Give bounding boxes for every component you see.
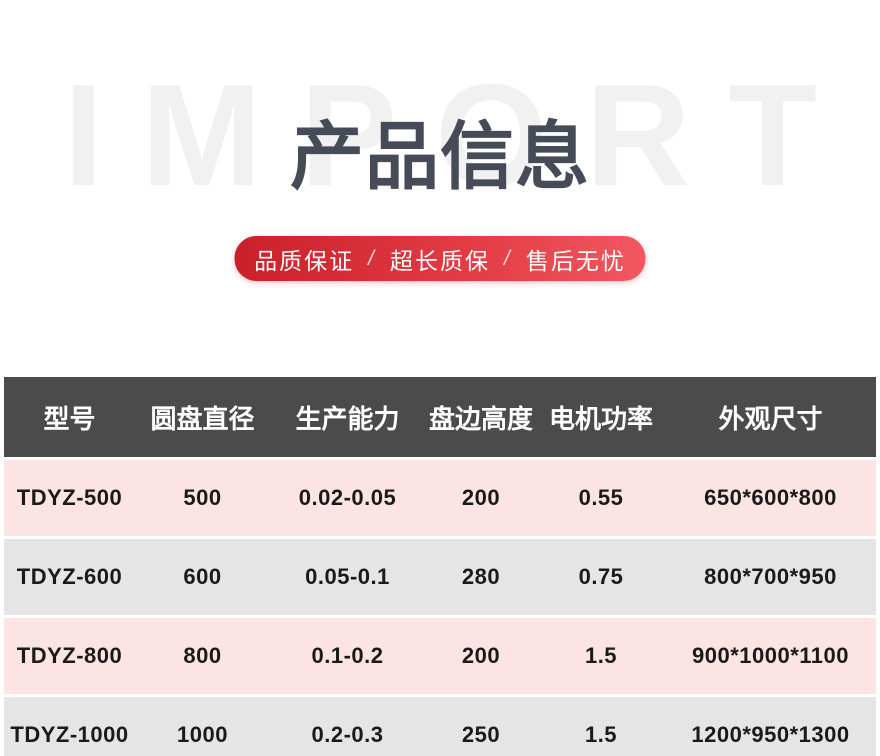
badge-separator: /: [504, 246, 512, 270]
page-title: 产品信息: [290, 115, 590, 198]
table-row: TDYZ-800 800 0.1-0.2 200 1.5 900*1000*11…: [4, 618, 876, 694]
badge-warranty: 超长质保: [390, 247, 490, 274]
cell-dimensions: 1200*950*1300: [691, 722, 850, 747]
badge-quality: 品质保证: [254, 247, 355, 274]
cell-capacity: 0.05-0.1: [305, 564, 390, 589]
cell-motor-power: 1.5: [584, 643, 618, 668]
cell-model: TDYZ-800: [16, 643, 123, 668]
col-header-model: 型号: [43, 403, 96, 434]
badge-separator: /: [368, 246, 376, 270]
cell-dimensions: 650*600*800: [704, 485, 837, 510]
cell-diameter: 600: [183, 564, 222, 589]
col-header-diameter: 圆盘直径: [150, 403, 255, 434]
import-watermark: IMPORT: [0, 52, 880, 219]
cell-model: TDYZ-500: [16, 485, 123, 510]
cell-capacity: 0.1-0.2: [311, 643, 384, 668]
cell-model: TDYZ-1000: [10, 722, 129, 747]
cell-motor-power: 1.5: [584, 722, 618, 747]
cell-diameter: 500: [183, 485, 222, 510]
col-header-dimensions: 外观尺寸: [718, 403, 823, 434]
table-row: TDYZ-1000 1000 0.2-0.3 250 1.5 1200*950*…: [4, 697, 876, 756]
badge-aftersales: 售后无忧: [525, 247, 626, 274]
cell-capacity: 0.2-0.3: [311, 722, 384, 747]
table-header-row: 型号 圆盘直径 生产能力 盘边高度 电机功率 外观尺寸: [4, 377, 876, 457]
cell-rim-height: 200: [461, 643, 501, 668]
product-spec-table: 型号 圆盘直径 生产能力 盘边高度 电机功率 外观尺寸 TDYZ-500 500…: [4, 377, 876, 756]
cell-rim-height: 200: [461, 485, 501, 510]
cell-capacity: 0.02-0.05: [298, 485, 397, 510]
cell-model: TDYZ-600: [16, 564, 123, 589]
watermark-text: IMPORT: [63, 54, 855, 216]
cell-motor-power: 0.75: [578, 564, 624, 589]
promo-banner: 品质保证 / 超长质保 / 售后无忧: [234, 236, 646, 281]
cell-diameter: 1000: [177, 722, 228, 747]
hero-section: IMPORT 产品信息 品质保证 / 超长质保 / 售后无忧: [0, 0, 880, 377]
cell-dimensions: 800*700*950: [704, 564, 837, 589]
table-row: TDYZ-500 500 0.02-0.05 200 0.55 650*600*…: [4, 460, 876, 536]
table-row: TDYZ-600 600 0.05-0.1 280 0.75 800*700*9…: [4, 539, 876, 615]
cell-rim-height: 250: [461, 722, 501, 747]
col-header-capacity: 生产能力: [295, 403, 400, 434]
cell-rim-height: 280: [461, 564, 501, 589]
cell-dimensions: 900*1000*1100: [692, 643, 849, 668]
cell-motor-power: 0.55: [578, 485, 624, 510]
cell-diameter: 800: [183, 643, 222, 668]
col-header-rim-height: 盘边高度: [428, 403, 533, 434]
col-header-motor-power: 电机功率: [548, 403, 653, 434]
